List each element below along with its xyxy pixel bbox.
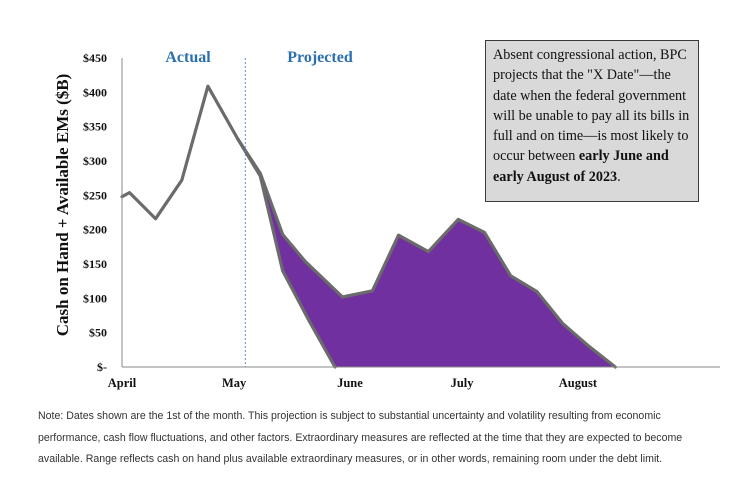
x-tick-label: July	[451, 376, 475, 390]
actual-label: Actual	[165, 49, 211, 66]
lower-bound-line	[236, 137, 337, 369]
callout-text: Absent congressional action, BPC project…	[493, 47, 690, 165]
y-tick-label: $350	[83, 120, 107, 134]
x-tick-label: June	[337, 376, 363, 390]
y-tick-label: $150	[83, 257, 107, 271]
callout-text-end: .	[617, 168, 621, 185]
callout-bold-text: early June and early August of 2023	[493, 148, 669, 185]
x-tick-label: May	[222, 376, 247, 390]
y-tick-label: $200	[83, 223, 107, 237]
y-tick-label: $100	[83, 291, 107, 305]
projection-range-area	[237, 139, 616, 367]
y-tick-label: $-	[97, 360, 107, 374]
x-tick-label: August	[559, 376, 598, 390]
y-axis-label: Cash on Hand + Available EMs ($B)	[53, 74, 72, 337]
y-tick-label: $50	[89, 326, 107, 340]
footnote: Note: Dates shown are the 1st of the mon…	[38, 410, 683, 465]
x-date-chart: Cash on Hand + Available EMs ($B) $- $50 $…	[53, 49, 720, 390]
y-tick-label: $400	[83, 85, 107, 99]
y-tick-label: $300	[83, 154, 107, 168]
upper-bound-line	[120, 84, 617, 369]
x-date-callout-box: Absent congressional action, BPC project…	[485, 40, 699, 202]
y-tick-label: $250	[83, 188, 107, 202]
y-tick-label: $450	[83, 51, 107, 65]
projected-label: Projected	[287, 49, 353, 66]
x-tick-label: April	[108, 376, 137, 390]
